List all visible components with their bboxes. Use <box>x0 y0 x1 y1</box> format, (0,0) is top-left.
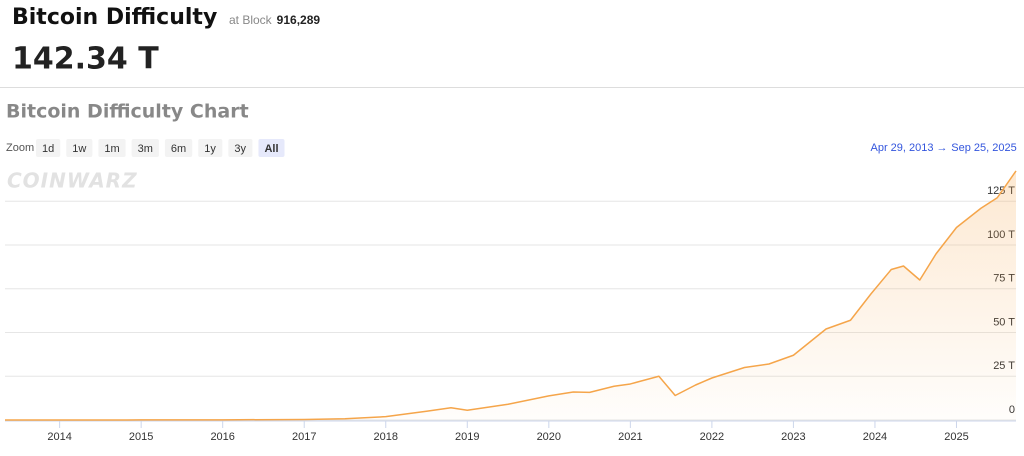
zoom-label: Zoom <box>6 142 34 154</box>
zoom-button-bg <box>36 139 61 157</box>
zoom-button[interactable]: 1w <box>66 139 93 157</box>
block-number: 916,289 <box>277 13 321 27</box>
x-tick-label: 2018 <box>374 431 398 443</box>
x-tick-label: 2019 <box>455 431 479 443</box>
zoom-button-label: 3m <box>138 143 153 155</box>
zoom-button-bg <box>98 139 126 157</box>
zoom-button[interactable]: 3m <box>131 139 159 157</box>
x-tick-label: 2020 <box>537 431 561 443</box>
zoom-button-bg <box>131 139 159 157</box>
x-tick-label: 2024 <box>863 431 887 443</box>
area-line <box>4 170 1017 421</box>
zoom-button-bg <box>164 139 193 157</box>
range-end[interactable]: Sep 25, 2025 <box>951 142 1016 154</box>
x-tick-label: 2023 <box>781 431 805 443</box>
zoom-button[interactable]: 1m <box>98 139 126 157</box>
zoom-button-bg <box>228 139 253 157</box>
zoom-button-label: 1y <box>204 143 216 155</box>
chart-title: Bitcoin Difficulty Chart <box>6 101 249 123</box>
zoom-button[interactable]: All <box>258 139 285 157</box>
x-tick-label: 2025 <box>944 431 968 443</box>
area-fill <box>5 170 1016 420</box>
zoom-button-label: 1d <box>42 143 54 155</box>
x-tick-label: 2014 <box>47 431 71 443</box>
x-tick-label: 2022 <box>700 431 724 443</box>
range-start[interactable]: Apr 29, 2013 <box>871 142 934 154</box>
x-tick-label: 2017 <box>292 431 316 443</box>
zoom-button[interactable]: 6m <box>164 139 193 157</box>
zoom-button-label: All <box>264 143 278 155</box>
zoom-button-label: 3y <box>234 143 246 155</box>
watermark: COINWARZ <box>7 169 138 193</box>
x-tick-label: 2015 <box>129 431 153 443</box>
zoom-button[interactable]: 3y <box>228 139 253 157</box>
page-title: Bitcoin Difficulty <box>12 5 217 30</box>
zoom-button-label: 6m <box>171 143 186 155</box>
zoom-buttons: 1d 1w 1m 3m 6m 1y 3y All <box>36 139 285 157</box>
block-prefix: at Block <box>229 13 273 27</box>
zoom-button-bg <box>258 139 285 157</box>
zoom-button-bg <box>66 139 93 157</box>
zoom-button[interactable]: 1d <box>36 139 61 157</box>
x-tick-label: 2016 <box>210 431 234 443</box>
difficulty-value: 142.34 T <box>12 42 159 77</box>
zoom-button-label: 1w <box>72 143 86 155</box>
range-separator: → <box>937 142 948 154</box>
zoom-button-bg <box>198 139 223 157</box>
x-tick-label: 2021 <box>618 431 642 443</box>
zoom-button[interactable]: 1y <box>198 139 223 157</box>
zoom-button-label: 1m <box>104 143 119 155</box>
